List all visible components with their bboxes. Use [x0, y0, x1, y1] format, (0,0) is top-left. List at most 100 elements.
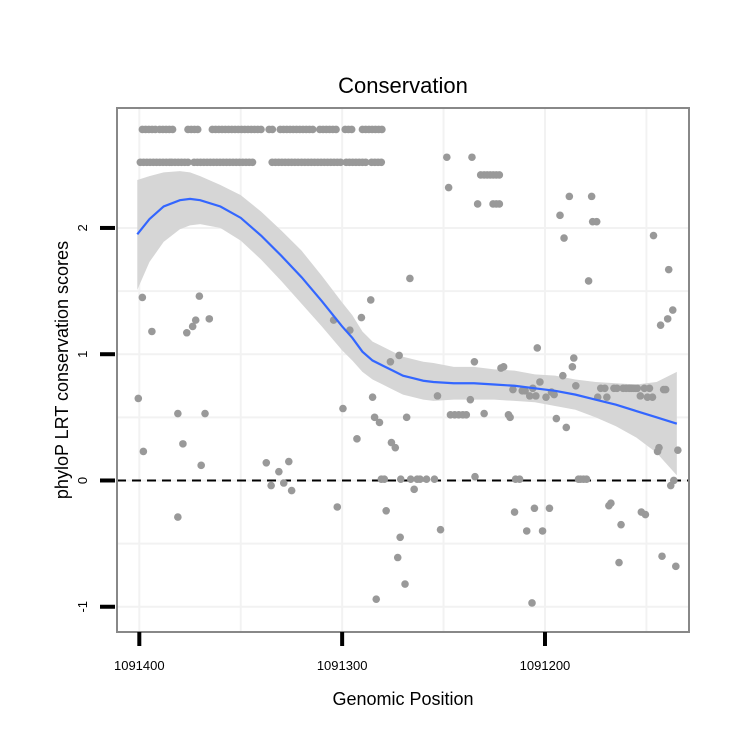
- data-point: [285, 457, 293, 466]
- data-point: [656, 321, 665, 329]
- data-point: [615, 558, 623, 567]
- data-point: [533, 344, 542, 352]
- smooth-line-layer: [136, 197, 678, 425]
- data-point: [584, 277, 593, 285]
- data-point: [515, 475, 524, 484]
- data-point: [287, 486, 296, 495]
- data-point: [430, 475, 439, 484]
- data-point: [672, 562, 680, 571]
- data-point: [347, 125, 356, 134]
- y-axis: -1 0 1 2: [75, 224, 115, 613]
- data-point: [262, 459, 271, 467]
- data-point: [480, 409, 488, 418]
- data-point: [380, 475, 389, 484]
- data-point: [568, 363, 577, 371]
- data-point: [560, 234, 568, 242]
- data-point: [148, 327, 156, 336]
- data-point: [552, 414, 561, 423]
- y-axis-label: phyloP LRT conservation scores: [52, 241, 72, 499]
- x-axis-tick-label: 1091200: [520, 658, 571, 673]
- x-axis-tick-label: 1091400: [114, 658, 165, 673]
- data-point: [444, 183, 453, 192]
- data-point: [641, 510, 650, 519]
- data-point: [592, 217, 601, 226]
- data-point: [391, 443, 400, 452]
- data-point: [521, 387, 529, 395]
- data-point: [559, 371, 567, 380]
- data-point: [395, 351, 403, 360]
- data-point: [333, 503, 342, 511]
- data-point: [658, 552, 666, 561]
- data-point: [179, 440, 187, 448]
- data-point: [168, 125, 177, 134]
- data-point: [138, 293, 147, 302]
- data-point: [416, 475, 424, 484]
- data-point: [188, 322, 197, 331]
- x-axis-label: Genomic Position: [332, 689, 473, 709]
- data-point: [370, 413, 379, 422]
- data-point: [396, 475, 405, 484]
- data-point: [382, 506, 390, 515]
- data-point: [195, 292, 204, 300]
- data-point: [462, 411, 471, 419]
- data-point: [275, 467, 283, 476]
- data-point: [645, 384, 654, 393]
- data-point: [357, 313, 366, 322]
- data-point: [530, 504, 539, 513]
- data-point: [674, 446, 682, 454]
- data-point: [582, 475, 591, 484]
- data-point: [443, 153, 451, 162]
- data-point: [601, 384, 609, 393]
- data-point: [377, 158, 386, 167]
- y-axis-tick-label: -1: [75, 601, 90, 613]
- x-axis-tick-label: 1091300: [317, 658, 368, 673]
- data-point: [257, 125, 265, 134]
- data-point: [396, 533, 404, 542]
- chart-title: Conservation: [338, 73, 468, 98]
- data-point: [473, 200, 482, 208]
- data-point: [197, 461, 205, 470]
- data-point: [509, 385, 517, 394]
- data-point: [393, 553, 402, 562]
- data-point: [468, 153, 476, 162]
- panel-border: [116, 107, 690, 633]
- data-point: [361, 158, 370, 167]
- data-point: [528, 599, 536, 607]
- data-point: [422, 475, 431, 484]
- data-point: [550, 390, 558, 399]
- data-point: [669, 476, 678, 485]
- data-point: [495, 171, 504, 179]
- data-point: [436, 525, 445, 534]
- data-point: [466, 395, 475, 404]
- data-point: [174, 409, 182, 418]
- data-point: [205, 315, 214, 323]
- data-point: [248, 158, 257, 167]
- data-point: [201, 409, 209, 418]
- data-point: [607, 499, 615, 508]
- x-axis: 1091400 1091300 1091200: [114, 632, 570, 673]
- data-point: [401, 580, 409, 588]
- data-point: [565, 192, 574, 201]
- data-point: [366, 296, 375, 304]
- data-point: [603, 393, 611, 401]
- data-point: [375, 418, 384, 427]
- data-point: [368, 393, 377, 401]
- data-point: [522, 527, 531, 535]
- data-point: [668, 306, 677, 314]
- data-point: [495, 200, 504, 208]
- data-point: [510, 508, 519, 516]
- data-point: [532, 392, 540, 400]
- data-point: [433, 392, 442, 400]
- data-point: [636, 392, 645, 400]
- data-point: [184, 158, 192, 167]
- data-point: [267, 481, 275, 490]
- data-point: [538, 527, 547, 535]
- data-point: [648, 393, 657, 401]
- data-point: [336, 158, 345, 167]
- y-axis-tick-label: 0: [75, 477, 90, 484]
- data-point: [633, 384, 642, 393]
- data-point: [536, 378, 544, 386]
- data-point: [470, 357, 479, 366]
- data-point: [545, 504, 554, 513]
